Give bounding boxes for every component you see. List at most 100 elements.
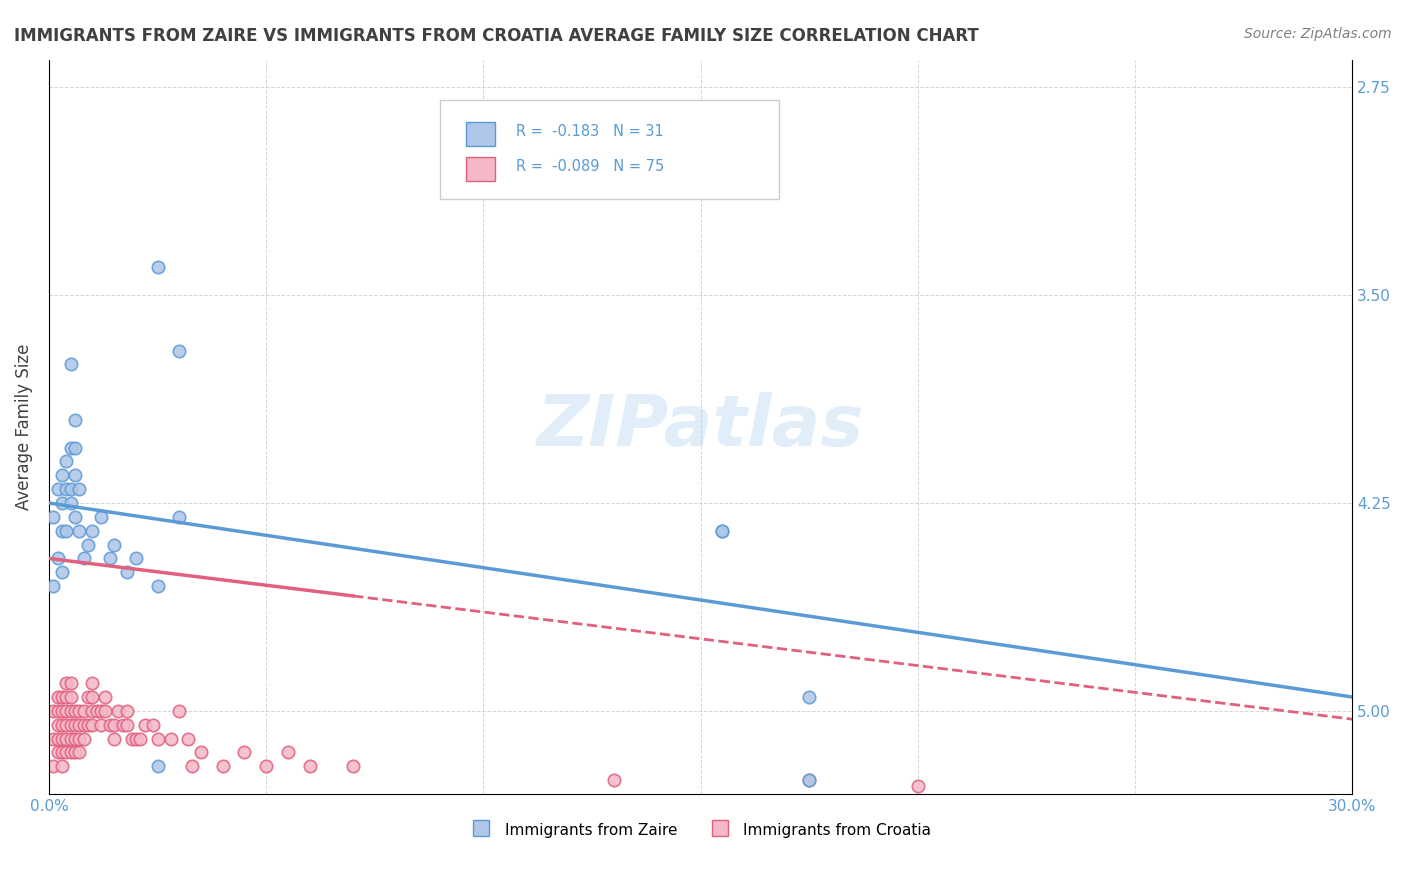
Point xyxy=(63,717,86,731)
Point xyxy=(59,358,82,372)
Point xyxy=(125,551,148,566)
Point xyxy=(146,759,169,773)
Point xyxy=(63,509,86,524)
Point xyxy=(59,690,82,704)
Point xyxy=(55,676,77,690)
Point xyxy=(51,524,73,538)
Point xyxy=(63,413,86,427)
Text: IMMIGRANTS FROM ZAIRE VS IMMIGRANTS FROM CROATIA AVERAGE FAMILY SIZE CORRELATION: IMMIGRANTS FROM ZAIRE VS IMMIGRANTS FROM… xyxy=(14,27,979,45)
FancyBboxPatch shape xyxy=(465,156,495,181)
Point xyxy=(134,717,156,731)
Point xyxy=(82,690,104,704)
Point xyxy=(59,717,82,731)
Point xyxy=(82,704,104,718)
Point xyxy=(98,717,121,731)
Point xyxy=(121,731,143,746)
Point xyxy=(67,746,90,760)
Point xyxy=(55,690,77,704)
Point xyxy=(115,704,138,718)
Point xyxy=(42,759,65,773)
Point xyxy=(63,441,86,455)
Point xyxy=(51,496,73,510)
Point xyxy=(63,746,86,760)
Point xyxy=(73,704,96,718)
Point xyxy=(799,773,821,788)
Point xyxy=(59,676,82,690)
Point xyxy=(63,731,86,746)
Point xyxy=(146,579,169,593)
Point xyxy=(94,690,117,704)
Point xyxy=(233,746,256,760)
FancyBboxPatch shape xyxy=(465,122,495,146)
Point xyxy=(277,746,299,760)
Point xyxy=(55,746,77,760)
Point xyxy=(159,731,181,746)
Point xyxy=(77,690,100,704)
Point xyxy=(603,773,626,788)
Point xyxy=(73,731,96,746)
Point xyxy=(59,746,82,760)
Point xyxy=(799,690,821,704)
Point xyxy=(59,482,82,496)
Point xyxy=(42,704,65,718)
Text: ZIPatlas: ZIPatlas xyxy=(537,392,865,461)
Point xyxy=(142,717,165,731)
Point xyxy=(90,704,112,718)
Point xyxy=(211,759,233,773)
Point xyxy=(77,538,100,552)
Point xyxy=(907,779,929,793)
Point xyxy=(51,704,73,718)
Point xyxy=(67,482,90,496)
Point xyxy=(51,468,73,483)
Point xyxy=(46,717,69,731)
Point xyxy=(46,551,69,566)
Point xyxy=(146,731,169,746)
Point xyxy=(51,759,73,773)
Point xyxy=(46,690,69,704)
Point xyxy=(42,509,65,524)
Point xyxy=(82,676,104,690)
Point xyxy=(51,717,73,731)
Point xyxy=(169,704,191,718)
Point xyxy=(59,496,82,510)
Point xyxy=(55,704,77,718)
Point xyxy=(298,759,321,773)
Point xyxy=(59,441,82,455)
Point xyxy=(98,551,121,566)
Point xyxy=(59,704,82,718)
Point xyxy=(115,566,138,580)
Text: Source: ZipAtlas.com: Source: ZipAtlas.com xyxy=(1244,27,1392,41)
Point xyxy=(55,524,77,538)
Point xyxy=(63,468,86,483)
Point xyxy=(94,704,117,718)
Point xyxy=(190,746,212,760)
Point xyxy=(51,690,73,704)
Point xyxy=(103,538,125,552)
Point xyxy=(107,704,129,718)
Point xyxy=(55,731,77,746)
Text: R =  -0.183   N = 31: R = -0.183 N = 31 xyxy=(516,124,664,139)
Point xyxy=(181,759,204,773)
Y-axis label: Average Family Size: Average Family Size xyxy=(15,343,32,510)
Point xyxy=(77,717,100,731)
Point xyxy=(67,524,90,538)
Point xyxy=(711,524,734,538)
Point xyxy=(67,717,90,731)
Point xyxy=(73,717,96,731)
Point xyxy=(55,717,77,731)
Point xyxy=(42,579,65,593)
Point xyxy=(125,731,148,746)
Point xyxy=(55,454,77,468)
Point xyxy=(115,717,138,731)
Point xyxy=(711,524,734,538)
Point xyxy=(169,343,191,358)
Legend: Immigrants from Zaire, Immigrants from Croatia: Immigrants from Zaire, Immigrants from C… xyxy=(464,814,938,845)
Point xyxy=(169,509,191,524)
Point xyxy=(254,759,277,773)
Point xyxy=(55,482,77,496)
Point xyxy=(46,746,69,760)
Point xyxy=(90,717,112,731)
Point xyxy=(342,759,364,773)
Point xyxy=(177,731,200,746)
Point xyxy=(67,731,90,746)
